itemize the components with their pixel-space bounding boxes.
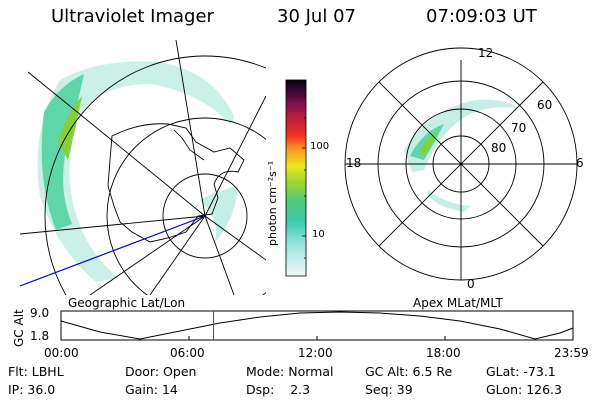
info-flt: Flt: LBHL [8,364,64,379]
time-tick-2359: 23:59 [554,346,589,360]
info-gain: Gain: 14 [125,382,178,397]
mlat-label-60: 60 [537,98,553,112]
altitude-curve [60,311,574,340]
time-tick-1800: 18:00 [426,346,461,360]
info-glon: GLon: 126.3 [486,382,562,397]
info-ip: IP: 36.0 [8,382,56,397]
mlat-label-70: 70 [511,121,527,135]
time-tick-0000: 00:00 [44,346,79,360]
time-tick-0600: 06:00 [170,346,205,360]
instrument-title: Ultraviolet Imager [51,6,214,27]
header-time: 07:09:03 UT [426,6,537,27]
colorbar-label: photon cm⁻²s⁻¹ [266,160,279,246]
colorbar-tick-10: 10 [312,229,325,240]
altitude-tick-1-8: 1.8 [30,329,50,343]
info-gc-alt: GC Alt: 6.5 Re [365,364,453,379]
mlt-label-18: 18 [346,156,362,170]
geographic-caption: Geographic Lat/Lon [68,296,186,310]
coastline [107,123,245,243]
altitude-axis-label: GC Alt [12,309,26,347]
info-glat: GLat: -73.1 [486,364,556,379]
geographic-map [20,40,266,295]
info-mode: Mode: Normal [246,364,334,379]
info-dsp: Dsp: 2.3 [246,382,311,397]
info-door: Door: Open [125,364,197,379]
mlat-label-80: 80 [491,141,507,155]
mlt-label-6: 6 [576,156,584,170]
time-tick-1200: 12:00 [298,346,333,360]
mlt-label-0: 0 [467,277,475,291]
intensity-colorbar [285,79,307,277]
header-date: 30 Jul 07 [277,6,356,27]
info-seq: Seq: 39 [365,382,413,397]
apex-caption: Apex MLat/MLT [413,296,503,310]
aurora-emission-left [37,61,238,282]
altitude-plot [60,310,574,341]
colorbar-tick-100: 100 [310,141,330,152]
mlt-label-12: 12 [478,46,494,60]
ground-track [20,215,206,287]
polar-mlat-mlt-plot [344,47,578,281]
altitude-tick-9: 9.0 [30,306,50,320]
